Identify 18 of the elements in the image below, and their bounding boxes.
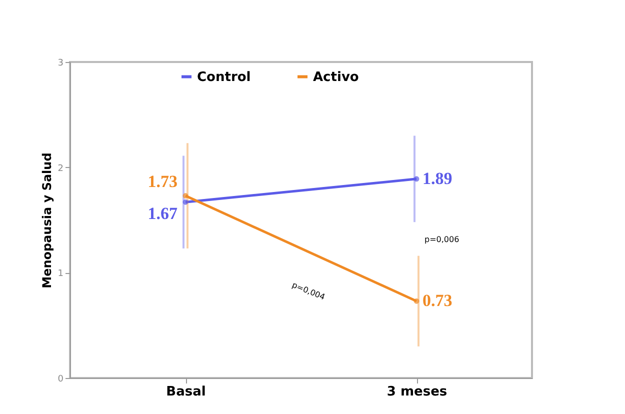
legend-label: Activo [313, 70, 359, 85]
data-label: 1.73 [148, 172, 178, 191]
y-tick-label: 2 [58, 164, 64, 174]
y-tick-label: 1 [58, 269, 64, 280]
point [414, 298, 420, 304]
data-label: 1.67 [148, 204, 178, 224]
point [414, 176, 420, 182]
x-tick-label: Basal [166, 384, 206, 400]
annotation: p=0,006 [424, 235, 460, 244]
legend-label: Control [197, 70, 251, 85]
y-tick-label: 0 [58, 374, 64, 384]
y-tick-label: 3 [58, 58, 64, 68]
data-label: 1.89 [422, 168, 452, 188]
point [182, 199, 188, 205]
point [182, 193, 188, 199]
y-axis-title: Menopausia y Salud [40, 152, 54, 288]
x-tick-label: 3 meses [386, 384, 448, 400]
data-label: 0.73 [422, 291, 452, 310]
